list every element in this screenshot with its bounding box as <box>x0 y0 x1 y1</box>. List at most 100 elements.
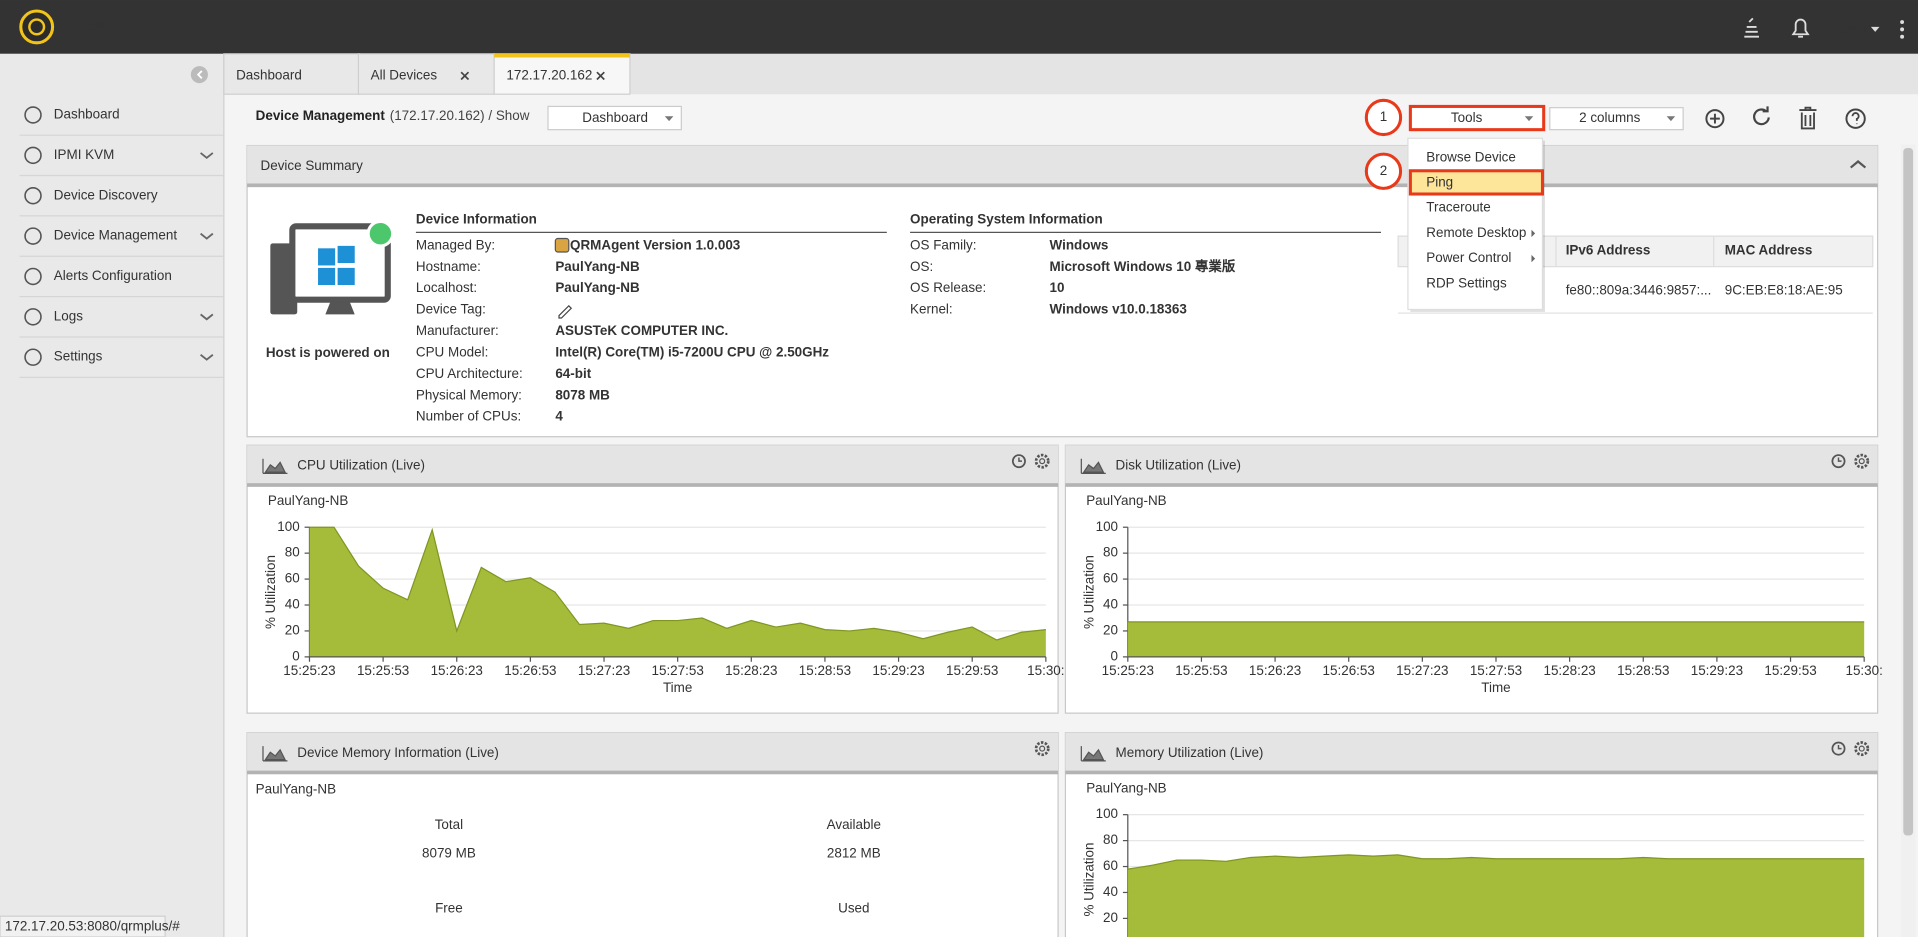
tab-close[interactable] <box>596 71 605 81</box>
y-tick-label: 20 <box>1103 622 1118 637</box>
user-menu[interactable]: admin <box>1834 21 1874 36</box>
tools-select-label: Tools <box>1451 110 1483 125</box>
settings-icon[interactable] <box>1854 741 1870 757</box>
dropdown-caret <box>664 116 674 122</box>
y-tick-label: 40 <box>1103 597 1118 612</box>
x-tick-label: 15:25:23 <box>283 663 335 678</box>
y-tick-label: 100 <box>277 519 299 534</box>
sidebar-icon <box>24 348 42 366</box>
panel-header-border <box>247 483 1059 487</box>
breadcrumb-detail: (172.17.20.162) / Show <box>390 108 530 123</box>
help-icon[interactable] <box>1845 108 1866 129</box>
history-icon-hands <box>1837 744 1842 750</box>
tab[interactable] <box>357 53 495 95</box>
tab[interactable] <box>493 53 631 95</box>
tools-select[interactable] <box>1408 104 1546 132</box>
x-tick-label: 15:26:23 <box>1249 663 1301 678</box>
y-tick-label: 100 <box>1096 806 1118 821</box>
windows-logo-pane <box>318 267 336 286</box>
settings-icon-hub <box>1858 458 1865 465</box>
sidebar-label[interactable]: Device Management <box>54 228 178 243</box>
y-tick-label: 80 <box>1103 545 1118 560</box>
sidebar-label[interactable]: Device Discovery <box>54 187 158 202</box>
table-header-cell: MAC Address <box>1725 242 1813 257</box>
more-icon-dot <box>1900 34 1905 39</box>
sidebar-label[interactable]: IPMI KVM <box>54 147 114 162</box>
logo-icon-inner <box>28 18 46 36</box>
settings-icon[interactable] <box>1854 453 1870 469</box>
x-tick-label: 15:29:23 <box>1691 663 1743 678</box>
menu-item[interactable]: Traceroute <box>1426 200 1490 215</box>
tools-menu <box>1407 137 1544 311</box>
sidebar-label[interactable]: Logs <box>54 308 83 323</box>
menu-item[interactable]: Browse Device <box>1426 149 1516 164</box>
tab[interactable] <box>223 53 361 95</box>
x-tick-label: 15:27:53 <box>652 663 704 678</box>
add-icon[interactable] <box>1705 109 1725 129</box>
columns-select-label: 2 columns <box>1579 110 1641 125</box>
bell-icon[interactable] <box>1791 18 1810 38</box>
x-tick-label: 15:26:53 <box>1323 663 1375 678</box>
stack-icon[interactable] <box>1744 17 1759 38</box>
history-icon[interactable] <box>1831 454 1846 469</box>
power-status: Host is powered on <box>266 345 390 360</box>
sidebar-chevron <box>200 354 214 361</box>
info-value: 10 <box>1050 280 1065 295</box>
panel-header-border <box>247 183 1878 188</box>
sidebar-label[interactable]: Alerts Configuration <box>54 268 172 283</box>
sidebar-label[interactable]: Settings <box>54 349 103 364</box>
edit-tag-icon[interactable] <box>558 304 573 319</box>
memory-stat-label: Free <box>435 900 463 915</box>
info-value: PaulYang-NB <box>555 280 640 295</box>
refresh-icon[interactable] <box>1753 106 1770 126</box>
x-tick-label: 15:27:53 <box>1470 663 1522 678</box>
sidebar-icon <box>24 186 42 205</box>
windows-logo-pane <box>318 248 336 266</box>
y-tick-label: 20 <box>1103 910 1118 925</box>
info-label: OS: <box>910 259 933 274</box>
info-label: Hostname: <box>416 259 481 274</box>
sidebar-label[interactable]: Dashboard <box>54 107 120 122</box>
dropdown-caret <box>1870 26 1880 32</box>
sidebar-item[interactable] <box>0 297 224 336</box>
y-tick-label: 60 <box>285 571 300 586</box>
settings-icon-hub <box>1039 745 1046 752</box>
x-tick-label: 15:28:53 <box>799 663 851 678</box>
panel-title: Device Summary <box>261 158 364 173</box>
tab-label[interactable]: All Devices <box>371 67 438 82</box>
panel-title: Memory Utilization (Live) <box>1116 745 1264 760</box>
x-tick-label: 15:27:23 <box>1396 663 1448 678</box>
panel-collapse[interactable] <box>1850 160 1867 169</box>
delete-icon[interactable] <box>1799 106 1817 130</box>
menu-item[interactable]: Remote Desktop <box>1426 225 1526 240</box>
panel-title: CPU Utilization (Live) <box>297 458 425 473</box>
info-label: Manufacturer: <box>416 323 499 338</box>
y-tick-label: 40 <box>285 597 300 612</box>
settings-icon[interactable] <box>1034 453 1050 469</box>
panel-header-border <box>247 770 1059 775</box>
tab-close[interactable] <box>460 71 470 81</box>
annotation-number: 2 <box>1380 163 1387 178</box>
tab-label[interactable]: Dashboard <box>236 67 302 82</box>
panel-header-border <box>1065 770 1878 775</box>
tab-label[interactable]: 172.17.20.162 <box>506 67 592 82</box>
columns-select[interactable] <box>1549 107 1684 131</box>
history-icon[interactable] <box>1831 741 1846 756</box>
top-bar <box>0 0 1918 54</box>
history-icon[interactable] <box>1011 454 1026 469</box>
settings-icon[interactable] <box>1034 741 1050 757</box>
x-tick-label: 15:29:53 <box>1764 663 1816 678</box>
info-label: CPU Architecture: <box>416 366 523 381</box>
x-tick-label: 15:29:53 <box>946 663 998 678</box>
view-select[interactable] <box>547 105 682 131</box>
y-tick-label: 100 <box>1096 519 1118 534</box>
panel-header <box>1065 445 1878 485</box>
annotation-circle <box>1364 98 1403 137</box>
scrollbar-thumb[interactable] <box>1903 148 1914 836</box>
menu-item[interactable]: RDP Settings <box>1426 275 1507 290</box>
sidebar-item[interactable] <box>0 338 224 377</box>
menu-item[interactable]: Ping <box>1426 175 1453 190</box>
more-icon-dot <box>1900 27 1905 32</box>
x-tick-label: 15:25:23 <box>1102 663 1154 678</box>
menu-item[interactable]: Power Control <box>1426 250 1511 265</box>
